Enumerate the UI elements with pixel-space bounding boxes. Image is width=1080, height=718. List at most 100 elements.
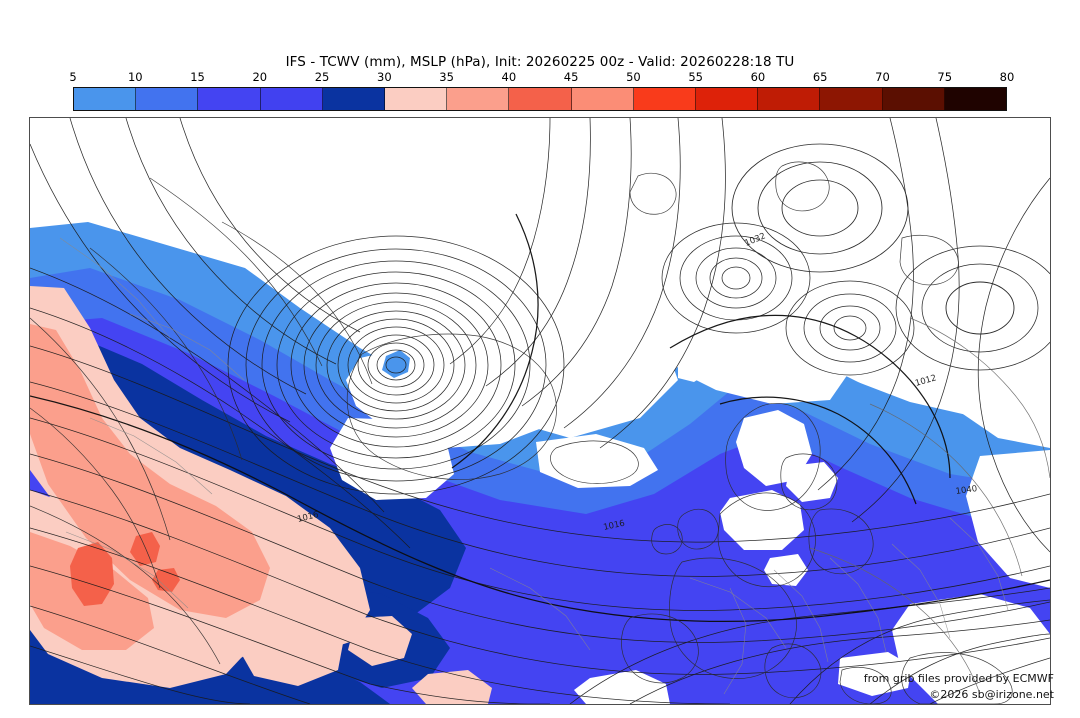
isobar-high-siberia bbox=[945, 281, 1015, 335]
isobar-east bbox=[929, 657, 1050, 704]
colorbar-tick-30: 30 bbox=[377, 70, 392, 84]
isobar-ring-baltic bbox=[785, 280, 915, 376]
colorbar-tick-labels: 5 10 15 20 25 30 35 40 45 50 55 60 65 70 75 80 bbox=[69, 70, 1014, 86]
isobar-ring bbox=[337, 318, 455, 412]
coastlines bbox=[30, 161, 1050, 704]
colorbar-band-35-40 bbox=[447, 88, 510, 110]
isobar-nw bbox=[69, 118, 307, 395]
tcwv-band-30-35-lobe-2 bbox=[238, 604, 344, 686]
page-title: IFS - TCWV (mm), MSLP (hPa), Init: 20260… bbox=[285, 54, 795, 70]
isobar-label: 1040 bbox=[955, 484, 978, 497]
colorbar-tick-15: 15 bbox=[190, 70, 205, 84]
isobar-ring-secondary bbox=[695, 247, 777, 309]
isobar-ring-baltic bbox=[803, 293, 897, 363]
dry-iceland-notch bbox=[536, 434, 658, 488]
isobar-ring bbox=[303, 292, 489, 438]
isobar-ring bbox=[261, 260, 531, 470]
coast-ireland bbox=[651, 524, 683, 555]
political-borders bbox=[59, 237, 1009, 695]
isobar-ring bbox=[385, 356, 407, 374]
coast-iceland bbox=[550, 440, 639, 484]
land-finland bbox=[786, 462, 838, 502]
map-panel[interactable]: 1016 1016 1012 1032 1040 bbox=[29, 117, 1051, 705]
isobar-long bbox=[30, 645, 251, 704]
isobar-bold-a bbox=[30, 395, 1050, 623]
isobar-ridge bbox=[817, 118, 914, 491]
coast-greenland bbox=[346, 333, 557, 480]
credit-copyright: ©2026 sb@irizone.net bbox=[929, 688, 1054, 701]
tcwv-band-40-45-max-c bbox=[152, 568, 180, 592]
isobar-ring bbox=[276, 271, 516, 459]
tcwv-band-30-35-iceland bbox=[348, 616, 412, 666]
tcwv-band-40-45-max-a bbox=[70, 542, 114, 606]
coast-labrador bbox=[89, 247, 243, 461]
isobar-ring bbox=[357, 334, 435, 396]
isobar-long bbox=[30, 605, 311, 704]
dry-fleck-b bbox=[678, 362, 706, 382]
coast-novaya-zemlya bbox=[899, 235, 959, 286]
isobar-greenland bbox=[485, 118, 591, 387]
colorbar-tick-45: 45 bbox=[563, 70, 579, 84]
colorbar-tick-25: 25 bbox=[314, 70, 330, 84]
colorbar-band-15-20 bbox=[198, 88, 261, 110]
tcwv-shaded-field bbox=[30, 118, 1050, 704]
tcwv-band-40-45-max-b bbox=[130, 532, 160, 566]
isobar-nw bbox=[125, 118, 337, 365]
coast-baltic bbox=[808, 508, 874, 574]
colorbar-tick-65: 65 bbox=[812, 70, 828, 84]
colorbar-band-65-70 bbox=[820, 88, 883, 110]
colorbar-band-5-10 bbox=[74, 88, 137, 110]
isobar-east bbox=[869, 633, 1050, 704]
colorbar-tick-35: 35 bbox=[439, 70, 454, 84]
mslp-isobars-bold bbox=[30, 213, 1050, 623]
colorbar-band-75-80 bbox=[944, 88, 1007, 110]
colorbar-tick-5: 5 bbox=[69, 70, 77, 84]
isobar-ring bbox=[290, 282, 502, 448]
colorbar-tick-80: 80 bbox=[999, 70, 1015, 84]
tcwv-band-35-40-core bbox=[30, 324, 270, 618]
land-scandinavia-south bbox=[720, 490, 804, 550]
colorbar-tick-20: 20 bbox=[252, 70, 268, 84]
isobar-long bbox=[30, 527, 731, 704]
isobar-ring-baltic bbox=[833, 315, 867, 341]
colorbar-tick-50: 50 bbox=[626, 70, 641, 84]
isobar-ring-baltic bbox=[819, 305, 881, 351]
coast-finland bbox=[780, 453, 838, 511]
colorbar-tick-40: 40 bbox=[501, 70, 517, 84]
colorbar-bands bbox=[73, 87, 1007, 111]
isobar-ring-secondary bbox=[661, 222, 811, 334]
coast-appalachia bbox=[30, 407, 161, 589]
isobar-ring bbox=[227, 235, 565, 495]
mslp-isobars bbox=[30, 118, 1050, 704]
isobar-greenland bbox=[599, 118, 726, 449]
isobar-nw bbox=[30, 143, 291, 423]
isobar-ridge bbox=[977, 177, 1050, 553]
colorbar-band-55-60 bbox=[696, 88, 759, 110]
coast-scandinavia bbox=[725, 402, 821, 511]
isobar-ring bbox=[367, 342, 425, 388]
colorbar-tick-70: 70 bbox=[875, 70, 890, 84]
isobar-iberia bbox=[629, 619, 1050, 704]
coast-iberia bbox=[621, 613, 699, 684]
isobar-ring bbox=[376, 349, 416, 381]
map-canvas: 1016 1016 1012 1032 1040 bbox=[30, 118, 1050, 704]
coast-anatolia bbox=[901, 652, 1013, 704]
isobar-bold-c bbox=[719, 396, 917, 505]
isobar-ring bbox=[347, 326, 445, 404]
isobar-front bbox=[30, 267, 385, 513]
isobar-high-arctic bbox=[781, 179, 859, 237]
isobar-ring-secondary bbox=[721, 266, 751, 290]
colorbar-band-30-35 bbox=[385, 88, 448, 110]
coast-canada-north bbox=[149, 177, 323, 367]
isobar-front bbox=[30, 307, 411, 549]
isobar-bold-d bbox=[451, 213, 539, 469]
dry-russia-east bbox=[966, 450, 1050, 588]
coast-scandinavia-s bbox=[717, 492, 816, 588]
colorbar-band-20-25 bbox=[260, 88, 323, 110]
colorbar-band-70-75 bbox=[882, 88, 945, 110]
isobar-ridge bbox=[851, 118, 960, 523]
colorbar-band-40-45 bbox=[509, 88, 572, 110]
isobar-east bbox=[789, 599, 1050, 704]
border-russia-2 bbox=[869, 403, 1023, 577]
